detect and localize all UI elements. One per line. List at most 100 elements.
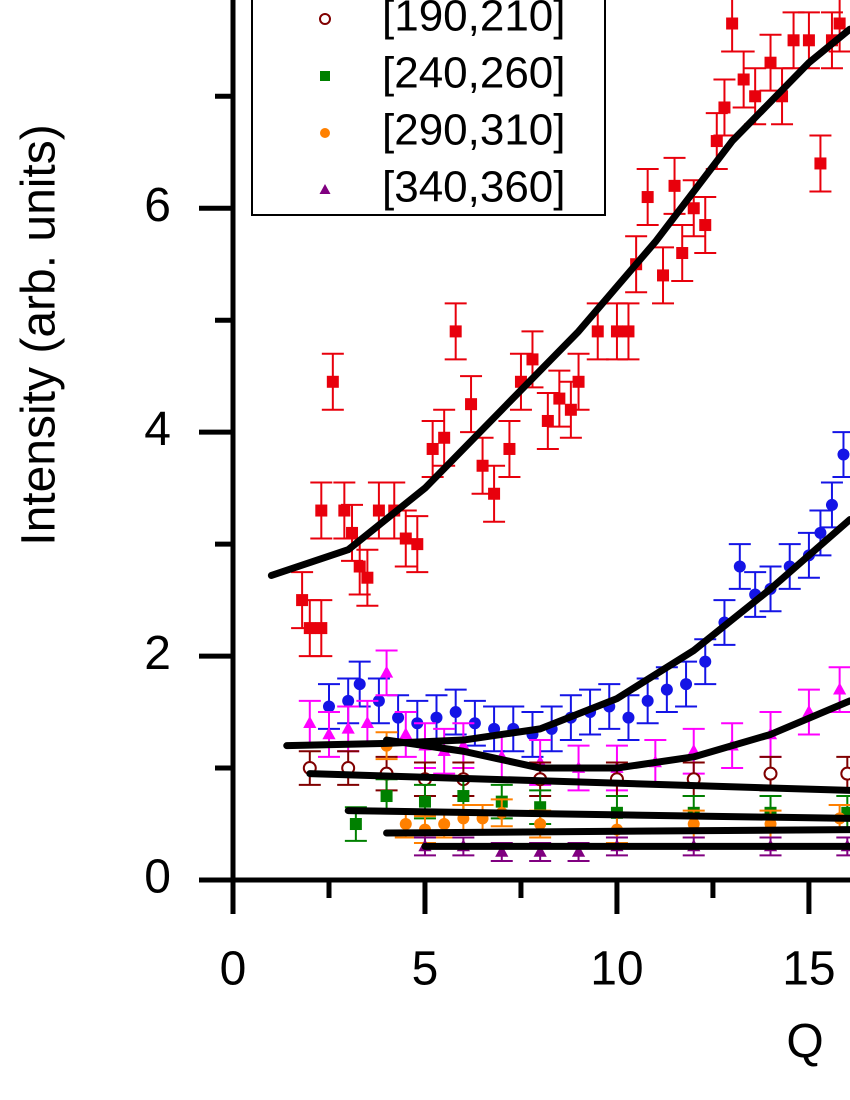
fit-line (306, 770, 850, 794)
x-tick-label: 0 (220, 943, 247, 996)
marker (319, 13, 331, 25)
marker (572, 375, 585, 388)
marker (488, 487, 501, 500)
marker (660, 683, 673, 696)
x-axis-label: Q (786, 1016, 823, 1069)
marker (641, 694, 654, 707)
marker (379, 665, 394, 678)
marker (668, 179, 681, 192)
marker (534, 818, 547, 831)
marker (361, 571, 374, 584)
marker (837, 448, 850, 461)
marker (825, 498, 838, 511)
marker (687, 202, 700, 215)
marker (349, 818, 362, 831)
fit-line (383, 826, 850, 837)
y-tick-label: 2 (144, 627, 171, 680)
x-tick-label: 10 (590, 943, 643, 996)
marker (399, 532, 412, 545)
marker (430, 711, 443, 724)
marker (495, 844, 509, 857)
marker (814, 526, 827, 539)
x-tick-label: 5 (412, 943, 439, 996)
marker (764, 56, 777, 69)
y-tick-label: 6 (144, 179, 171, 232)
marker (699, 655, 712, 668)
marker (465, 398, 478, 411)
marker (457, 790, 470, 803)
marker (315, 504, 328, 517)
y-tick-label: 0 (144, 851, 171, 904)
marker (749, 90, 762, 103)
marker (342, 694, 355, 707)
fit-line (383, 697, 850, 772)
marker (533, 844, 547, 857)
x-tick-label: 15 (782, 943, 835, 996)
marker (319, 184, 331, 194)
marker (476, 459, 489, 472)
marker (353, 678, 366, 691)
marker (657, 269, 670, 282)
marker (622, 711, 635, 724)
marker (687, 818, 700, 831)
marker (503, 442, 516, 455)
plot-area (267, 0, 850, 862)
marker (680, 678, 693, 691)
marker (733, 560, 746, 573)
legend-box (251, 0, 606, 216)
legend-label: [240,260] (382, 49, 566, 98)
marker (841, 806, 850, 819)
legend-label: [290,310] (382, 106, 566, 155)
marker (320, 128, 330, 138)
marker (426, 442, 439, 455)
marker (553, 392, 566, 405)
legend-label: [340,360] (382, 163, 566, 212)
marker (449, 325, 462, 338)
marker (710, 135, 723, 148)
marker (840, 766, 850, 781)
marker (392, 711, 405, 724)
marker (571, 844, 586, 857)
marker (418, 795, 431, 808)
marker (726, 17, 739, 30)
marker (641, 191, 654, 204)
marker (802, 34, 815, 47)
marker (341, 721, 355, 734)
marker (322, 727, 336, 740)
marker (372, 504, 385, 517)
marker (676, 247, 689, 260)
marker (303, 716, 317, 729)
marker (718, 101, 731, 114)
marker (326, 375, 339, 388)
marker (814, 157, 827, 170)
fit-line (267, 25, 850, 579)
marker (380, 790, 393, 803)
marker (787, 34, 800, 47)
marker (399, 727, 413, 740)
legend: [190,210] [240,260] [290,310] [340,360] (251, 0, 606, 216)
legend-label: [190,210] (382, 0, 566, 41)
marker (346, 526, 359, 539)
marker (833, 17, 846, 30)
marker (315, 622, 328, 635)
marker (322, 700, 335, 713)
marker (353, 560, 366, 573)
marker (449, 706, 462, 719)
marker (372, 694, 385, 707)
marker (438, 818, 451, 831)
fit-line (344, 807, 850, 822)
marker (541, 414, 554, 427)
marker (591, 325, 604, 338)
marker (737, 73, 750, 86)
marker (320, 71, 330, 81)
marker (360, 716, 374, 729)
y-axis-label: Intensity (arb. units) (13, 124, 66, 546)
marker (833, 682, 847, 695)
y-tick-label: 4 (144, 403, 171, 456)
marker (338, 504, 351, 517)
marker (468, 717, 481, 730)
marker (438, 431, 451, 444)
marker (411, 538, 424, 551)
marker (303, 622, 316, 635)
